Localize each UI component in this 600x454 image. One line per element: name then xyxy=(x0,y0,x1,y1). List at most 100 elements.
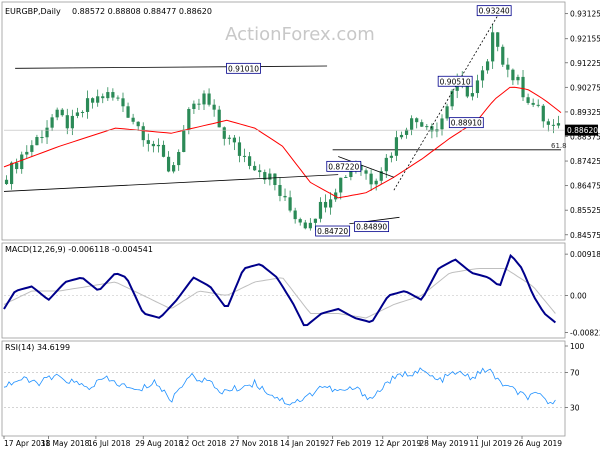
candle-body xyxy=(445,106,449,119)
last-price-box xyxy=(565,124,598,136)
candle-body xyxy=(293,210,297,220)
candle-body xyxy=(35,137,39,146)
rsi-title: RSI(14) 34.6199 xyxy=(5,343,70,352)
candle-body xyxy=(374,180,378,185)
candle-body xyxy=(237,142,242,156)
rsi-y-tick-label: 100 xyxy=(570,342,585,351)
price-annotation-label: 0.84720 xyxy=(317,227,348,236)
candle-body xyxy=(222,127,226,139)
candle-body xyxy=(50,117,54,128)
candle-body xyxy=(111,92,115,98)
candle-body xyxy=(541,105,545,122)
price-y-tick-label: 0.84575 xyxy=(570,231,600,240)
candle-body xyxy=(556,123,561,126)
candle-body xyxy=(329,199,333,208)
candle-body xyxy=(55,109,59,118)
candle-body xyxy=(531,102,535,105)
candle-body xyxy=(60,109,64,116)
candle-body xyxy=(283,195,287,198)
candle-body xyxy=(247,156,252,166)
price-y-tick-label: 0.85525 xyxy=(570,206,600,215)
candle-body xyxy=(450,90,454,107)
macd-y-tick-label: -0.008225 xyxy=(570,329,600,338)
candle-body xyxy=(394,137,399,156)
candle-body xyxy=(121,98,125,107)
candle-body xyxy=(96,96,100,103)
x-tick-label: 28 May 2019 xyxy=(419,439,468,448)
candle-body xyxy=(9,162,14,185)
candle-body xyxy=(197,103,201,105)
candle-body xyxy=(379,171,383,181)
candle-body xyxy=(131,117,135,122)
candle-body xyxy=(20,154,24,170)
candle-body xyxy=(404,129,409,135)
candle-body xyxy=(75,112,80,116)
price-annotation-box xyxy=(226,62,261,74)
candle-body xyxy=(187,109,191,130)
candle-body xyxy=(101,96,105,99)
candle-body xyxy=(161,144,166,157)
trend-line xyxy=(338,156,395,178)
candle-body xyxy=(526,97,530,103)
candle-body xyxy=(273,173,277,186)
watermark: ActionForex.com xyxy=(225,24,375,45)
last-price-label: 0.88620 xyxy=(567,126,598,135)
candle-body xyxy=(465,82,469,97)
x-tick-label: 31 May 2018 xyxy=(41,439,90,448)
macd-panel xyxy=(1,242,566,339)
price-y-tick-label: 0.92155 xyxy=(570,35,600,44)
price-annotation-box xyxy=(354,221,390,233)
trend-line xyxy=(3,174,339,192)
candle-body xyxy=(480,70,485,81)
price-y-tick-label: 0.89325 xyxy=(570,108,600,117)
x-tick-label: 26 Aug 2019 xyxy=(514,439,562,448)
trend-line xyxy=(393,12,501,191)
x-tick-label: 27 Nov 2018 xyxy=(230,439,278,448)
x-tick-label: 29 Aug 2018 xyxy=(135,439,183,448)
candle-body xyxy=(344,176,348,178)
macd-signal-line xyxy=(3,268,556,319)
candle-body xyxy=(425,126,429,128)
candle-body xyxy=(318,201,323,219)
candle-body xyxy=(298,219,302,223)
candle-body xyxy=(506,64,510,70)
candle-body xyxy=(516,76,520,81)
candle-body xyxy=(389,155,393,158)
candle-body xyxy=(399,134,404,138)
trend-line xyxy=(15,65,328,69)
price-plot: 0.93125 0.92155 0.91225 0.90275 0.89325 0.883… xyxy=(3,5,600,240)
x-tick-label: 11 Jul 2019 xyxy=(469,439,512,448)
price-annotation-box xyxy=(315,225,351,237)
candle-body xyxy=(288,197,292,211)
fib-618-label: 61.8 xyxy=(551,142,567,150)
candle-body xyxy=(491,32,495,62)
x-tick-label: 14 Jan 2019 xyxy=(280,439,325,448)
rsi-line xyxy=(3,367,556,406)
candle-body xyxy=(30,145,34,152)
price-annotation-label: 0.90510 xyxy=(440,77,471,86)
candle-body xyxy=(521,76,525,98)
candle-body xyxy=(349,168,353,177)
x-tick-label: 12 Oct 2018 xyxy=(180,439,227,448)
candle-body xyxy=(308,222,312,229)
candle-body xyxy=(192,103,196,110)
candle-body xyxy=(339,177,343,193)
candle-body xyxy=(4,179,9,185)
price-y-tick-label: 0.87425 xyxy=(570,157,600,166)
candle-body xyxy=(182,129,186,153)
candle-body xyxy=(207,93,211,105)
price-y-tick-label: 0.86475 xyxy=(570,182,600,191)
candle-body xyxy=(440,118,444,130)
candle-body xyxy=(430,126,434,132)
candle-body xyxy=(364,170,368,174)
candle-body xyxy=(217,109,221,128)
price-y-tick-label: 0.93125 xyxy=(570,10,600,19)
x-tick-label: 12 Apr 2019 xyxy=(375,439,422,448)
macd-y-tick-label: 0.00 xyxy=(570,291,587,300)
candle-body xyxy=(511,69,515,81)
candle-body xyxy=(126,106,130,118)
rsi-y-tick-label: 70 xyxy=(570,368,580,377)
candle-body xyxy=(384,157,388,172)
